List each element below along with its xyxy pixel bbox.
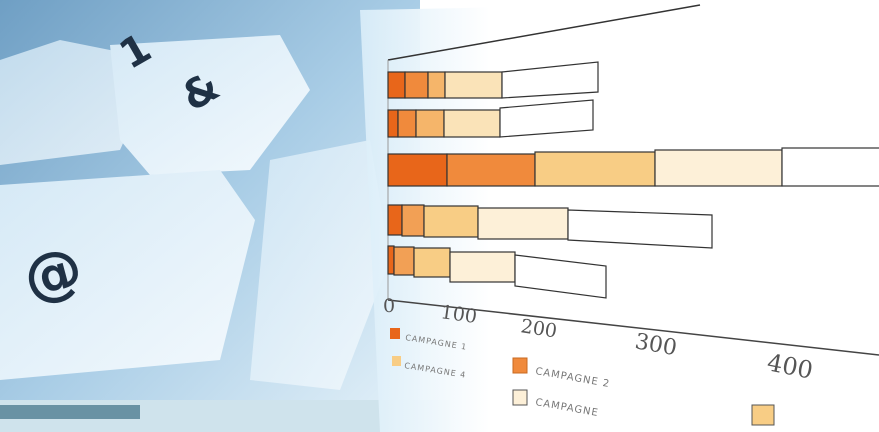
- legend-swatch: [392, 356, 401, 366]
- chart-printout: 0 100 200 300 400 CAMPAGNE 1 CAMPAGNE 4 …: [360, 0, 879, 432]
- legend-swatch: [512, 357, 528, 374]
- legend-swatch: [390, 328, 400, 339]
- keyboard: 1 & @: [0, 0, 450, 432]
- legend-swatch: [751, 404, 775, 426]
- axis-tick-label: 100: [439, 301, 478, 328]
- axis-tick-label: 0: [383, 295, 395, 317]
- legend-swatch: [512, 389, 528, 406]
